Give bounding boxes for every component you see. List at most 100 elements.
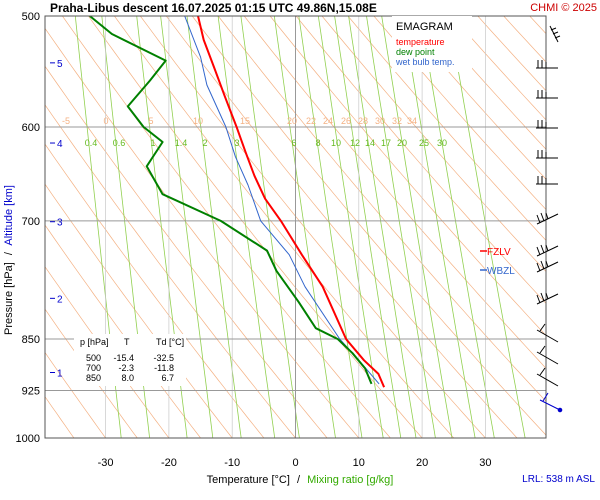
table-header-cell: p [hPa] bbox=[80, 337, 109, 347]
pressure-tick-label: 1000 bbox=[16, 433, 40, 445]
dry-adiabat-line bbox=[45, 143, 265, 438]
legend-wet-bulb: wet bulb temp. bbox=[395, 57, 455, 67]
pressure-tick-label: 500 bbox=[22, 11, 40, 23]
mixing-ratio-line bbox=[381, 16, 453, 438]
mixing-ratio-label: 12 bbox=[350, 138, 360, 148]
isotherms bbox=[105, 16, 486, 438]
altitude-tick-label: 5 bbox=[57, 59, 63, 70]
altitude-tick-labels: 1 2 3 4 5 bbox=[50, 59, 63, 380]
table-cell: 8.0 bbox=[121, 373, 134, 383]
dry-adiabat-line bbox=[373, 16, 546, 211]
dry-adiabat-line bbox=[45, 104, 296, 438]
dry-adiabat-label: 28 bbox=[358, 116, 368, 126]
legend-temperature: temperature bbox=[396, 37, 445, 47]
altitude-tick-label: 2 bbox=[57, 294, 63, 305]
wind-barb bbox=[536, 367, 559, 387]
wind-barb bbox=[536, 212, 559, 225]
dry-adiabat-label: 10 bbox=[193, 116, 203, 126]
dry-adiabat-line bbox=[88, 16, 423, 438]
table-cell: -32.5 bbox=[153, 353, 174, 363]
dry-adiabat-label: 32 bbox=[392, 116, 402, 126]
dry-adiabat-line bbox=[243, 16, 546, 369]
wind-barb bbox=[539, 392, 563, 413]
y-axis-label: Pressure [hPa] / Altitude [km] bbox=[3, 185, 15, 335]
mixing-ratio-label: 1.4 bbox=[175, 138, 188, 148]
x-tick-label: -10 bbox=[224, 457, 240, 469]
mixing-ratio-line bbox=[298, 16, 363, 438]
dry-adiabat-line bbox=[295, 16, 546, 304]
mixing-ratio-lines bbox=[74, 16, 526, 438]
mixing-ratio-label: 20 bbox=[397, 138, 407, 148]
mixing-ratio-label: 8 bbox=[315, 138, 320, 148]
legend-title: EMAGRAM bbox=[396, 21, 453, 33]
wind-barb bbox=[536, 292, 559, 305]
dry-adiabat-line bbox=[217, 16, 546, 402]
dry-adiabat-line bbox=[451, 16, 546, 121]
wind-barb bbox=[549, 25, 561, 43]
dry-adiabat-label: 22 bbox=[306, 116, 316, 126]
table-header-cell: T bbox=[124, 337, 130, 347]
x-tick-label: 0 bbox=[292, 457, 298, 469]
dry-adiabat-line bbox=[45, 65, 328, 438]
altitude-tick-label: 1 bbox=[57, 369, 63, 380]
pressure-tick-label: 850 bbox=[22, 334, 40, 346]
dry-adiabats bbox=[45, 16, 600, 438]
dry-adiabat-line bbox=[425, 16, 546, 150]
dry-adiabat-line bbox=[45, 183, 233, 438]
pressure-tick-label: 700 bbox=[22, 216, 40, 228]
table-cell: 500 bbox=[86, 353, 101, 363]
dry-adiabat-label: -5 bbox=[62, 116, 70, 126]
mixing-ratio-line bbox=[402, 16, 476, 438]
table-cell: -15.4 bbox=[113, 353, 134, 363]
fzlv-label: FZLV bbox=[487, 247, 511, 258]
wind-barb bbox=[536, 260, 559, 273]
wind-barb bbox=[536, 345, 559, 365]
values-table: p [hPa] T Td [°C] 500 -15.4 -32.5 700 -2.3 -11.8… bbox=[74, 334, 186, 386]
dry-adiabat-line bbox=[347, 16, 546, 241]
table-cell: 850 bbox=[86, 373, 101, 383]
dry-adiabat-label: 5 bbox=[148, 116, 153, 126]
mixing-ratio-label: 6 bbox=[291, 138, 296, 148]
mixing-ratio-line bbox=[317, 16, 384, 438]
dry-adiabat-line bbox=[321, 16, 546, 273]
table-cell: 6.7 bbox=[161, 373, 174, 383]
table-cell: 700 bbox=[86, 363, 101, 373]
wind-barb bbox=[536, 244, 559, 257]
wind-barbs bbox=[536, 25, 563, 413]
series-line-temperature bbox=[197, 16, 386, 388]
mixing-ratio-label: 10 bbox=[331, 138, 341, 148]
values-table-bg bbox=[74, 334, 186, 386]
dry-adiabat-label: 34 bbox=[407, 116, 417, 126]
mixing-ratio-label: 25 bbox=[419, 138, 429, 148]
mixing-ratio-label: 30 bbox=[437, 138, 447, 148]
dry-adiabat-label: 26 bbox=[341, 116, 351, 126]
table-cell: -2.3 bbox=[118, 363, 134, 373]
x-tick-label: -20 bbox=[161, 457, 177, 469]
mixing-ratio-line bbox=[273, 16, 336, 438]
pressure-tick-labels: 500 600 700 850 925 1000 bbox=[16, 11, 40, 445]
mixing-ratio-line bbox=[420, 16, 495, 438]
mixing-ratio-label: 0.6 bbox=[113, 138, 126, 148]
plot-area bbox=[45, 16, 600, 438]
mixing-ratio-line bbox=[160, 16, 214, 438]
mixing-ratio-label: 1 bbox=[150, 138, 155, 148]
series-line-dew-point bbox=[89, 16, 373, 385]
pressure-tick-label: 600 bbox=[22, 122, 40, 134]
chart-title: Praha-Libus descent 16.07.2025 01:15 UTC… bbox=[50, 1, 377, 15]
wind-barb bbox=[536, 60, 558, 69]
table-header-cell: Td [°C] bbox=[156, 337, 184, 347]
profile-series bbox=[89, 16, 386, 388]
copyright-text: CHMI © 2025 bbox=[530, 2, 597, 14]
x-tick-label: 30 bbox=[479, 457, 491, 469]
table-cell: -11.8 bbox=[154, 363, 174, 373]
x-tick-labels: -30 -20 -10 0 10 20 30 bbox=[98, 457, 492, 469]
wind-barb bbox=[536, 90, 558, 99]
dry-adiabat-line bbox=[45, 351, 106, 438]
mixing-ratio-label: 0.4 bbox=[85, 138, 98, 148]
dry-adiabat-label: 24 bbox=[323, 116, 333, 126]
x-tick-label: -30 bbox=[98, 457, 114, 469]
dry-adiabat-line bbox=[582, 16, 600, 438]
legend: EMAGRAM temperature dew point wet bulb t… bbox=[392, 16, 472, 72]
dry-adiabat-line bbox=[191, 16, 546, 436]
